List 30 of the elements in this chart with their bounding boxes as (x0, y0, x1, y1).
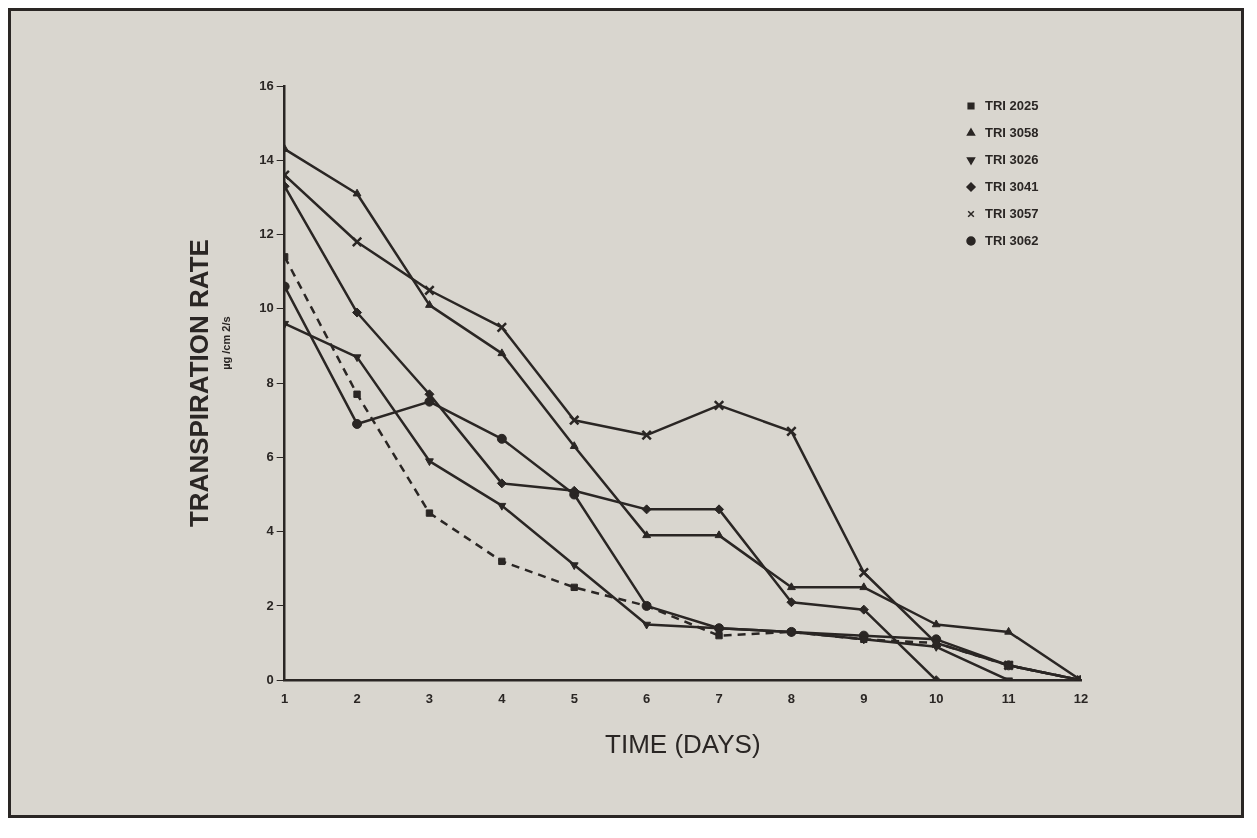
x-tick-label: 5 (570, 690, 578, 706)
x-tick-label: 3 (425, 690, 434, 706)
x-tick-label: 8 (787, 690, 796, 706)
y-tick-label: 14 (259, 151, 275, 167)
legend-label: TRI 2025 (985, 97, 1039, 113)
x-tick-label: 11 (1001, 690, 1016, 706)
y-tick-label: 16 (259, 77, 274, 93)
legend-label: TRI 3058 (985, 124, 1039, 140)
y-tick-label: 6 (266, 448, 274, 464)
y-tick-label: 10 (259, 300, 274, 316)
legend-label: TRI 3026 (985, 151, 1039, 167)
x-axis-title: TIME (DAYS) (605, 728, 761, 759)
x-tick-label: 10 (928, 690, 944, 706)
x-tick-label: 7 (715, 690, 723, 706)
x-tick-label: 6 (643, 690, 651, 706)
y-tick-label: 0 (266, 671, 274, 687)
x-tick-label: 1 (281, 690, 289, 706)
y-tick-label: 12 (259, 226, 274, 242)
legend-label: TRI 3062 (985, 232, 1039, 248)
x-tick-label: 4 (498, 690, 507, 706)
y-tick-label: 2 (266, 597, 274, 613)
y-tick-label: 8 (266, 374, 274, 390)
x-tick-label: 12 (1073, 690, 1089, 706)
y-tick-label: 4 (266, 523, 275, 539)
legend-label: TRI 3057 (985, 205, 1039, 221)
y-axis-title: TRANSPIRATION RATE (183, 239, 214, 528)
legend-label: TRI 3041 (985, 178, 1039, 194)
text: µg /cm 2/s (219, 316, 232, 370)
x-tick-label: 2 (353, 690, 361, 706)
x-tick-label: 9 (860, 690, 868, 706)
